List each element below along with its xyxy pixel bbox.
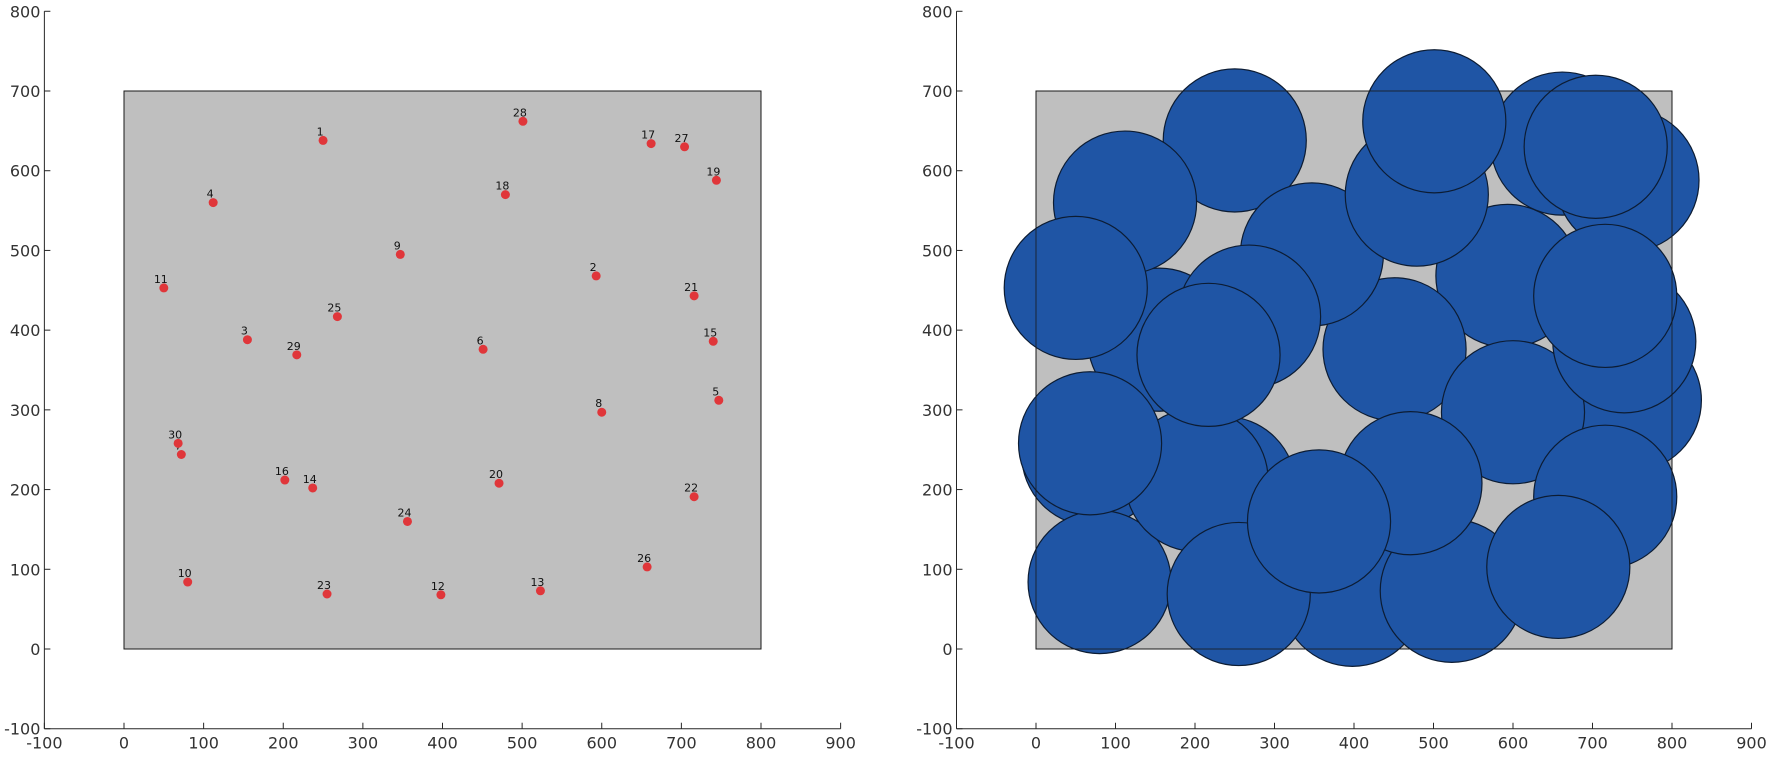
- coverage-disc: [1534, 224, 1677, 367]
- y-tick-label: 800: [922, 2, 953, 21]
- point-label: 5: [712, 385, 719, 398]
- y-tick-label: 700: [922, 82, 953, 101]
- point-label: 15: [703, 326, 717, 339]
- x-tick-label: 400: [427, 734, 458, 753]
- coverage-disc: [1137, 283, 1280, 426]
- x-tick-label: 700: [666, 734, 697, 753]
- point-label: 20: [489, 468, 503, 481]
- point-label: 11: [154, 273, 168, 286]
- point-label: 29: [287, 340, 301, 353]
- y-tick-label: 400: [922, 321, 953, 340]
- point-label: 23: [317, 579, 331, 592]
- point-label: 28: [513, 106, 527, 119]
- point-label: 21: [684, 281, 698, 294]
- point-label: 12: [431, 580, 445, 593]
- coverage-disc: [1524, 75, 1667, 218]
- x-tick-label: 800: [1657, 734, 1688, 753]
- point-label: 9: [394, 239, 401, 252]
- point-label: 14: [303, 473, 317, 486]
- y-tick-label: 300: [922, 401, 953, 420]
- x-tick-label: 200: [268, 734, 299, 753]
- left-panel-point-layout: 1234567891011121314151617181920212223242…: [4, 2, 856, 752]
- y-tick-label: 700: [10, 82, 41, 101]
- y-tick-label: 0: [942, 640, 952, 659]
- x-tick-label: 300: [1259, 734, 1290, 753]
- x-tick-label: 100: [188, 734, 219, 753]
- point-label: 16: [275, 465, 289, 478]
- y-tick-label: 800: [10, 2, 41, 21]
- y-tick-label: 200: [10, 481, 41, 500]
- point-label: 24: [397, 506, 411, 519]
- point-label: 30: [168, 428, 182, 441]
- x-tick-label: 900: [825, 734, 856, 753]
- point-label: 4: [207, 188, 214, 201]
- point-label: 2: [590, 261, 597, 274]
- point-label: 18: [495, 180, 509, 193]
- x-tick-label: 0: [1031, 734, 1041, 753]
- point-label: 3: [241, 325, 248, 338]
- point-label: 13: [530, 576, 544, 589]
- coverage-disc: [1363, 50, 1506, 193]
- y-tick-label: 500: [922, 241, 953, 260]
- x-tick-label: 500: [1418, 734, 1449, 753]
- y-tick-label: -100: [916, 720, 952, 739]
- y-tick-label: 200: [922, 481, 953, 500]
- coverage-disc: [1004, 216, 1147, 359]
- y-tick-label: 400: [10, 321, 41, 340]
- y-tick-label: 600: [922, 162, 953, 181]
- y-tick-label: 500: [10, 241, 41, 260]
- coverage-disc: [1019, 372, 1162, 515]
- coverage-disc: [1487, 495, 1630, 638]
- point-label: 10: [178, 567, 192, 580]
- point-label: 27: [675, 132, 689, 145]
- point-label: 22: [684, 482, 698, 495]
- point-label: 17: [641, 129, 655, 142]
- y-tick-label: 100: [10, 560, 41, 579]
- x-tick-label: 200: [1180, 734, 1211, 753]
- coverage-disc: [1247, 450, 1390, 593]
- x-tick-label: 600: [586, 734, 617, 753]
- x-tick-label: 300: [348, 734, 379, 753]
- x-tick-label: 500: [507, 734, 538, 753]
- y-tick-label: 600: [10, 162, 41, 181]
- x-tick-label: 100: [1100, 734, 1131, 753]
- x-tick-label: 900: [1736, 734, 1767, 753]
- point-label: 1: [317, 125, 324, 138]
- y-tick-label: 100: [922, 560, 953, 579]
- point-label: 19: [706, 165, 720, 178]
- x-tick-label: 400: [1339, 734, 1370, 753]
- right-panel-disc-coverage: -100 0 100 200 300 400 500 600 700 800 900 -100 0 100…: [916, 2, 1767, 752]
- y-tick-label: 0: [30, 640, 40, 659]
- y-tick-label: 300: [10, 401, 41, 420]
- point-label: 8: [595, 397, 602, 410]
- domain-rectangle: [124, 91, 761, 649]
- point-label: 25: [327, 302, 341, 315]
- x-tick-label: 600: [1498, 734, 1529, 753]
- y-tick-label: -100: [4, 720, 40, 739]
- point-label: 6: [477, 334, 484, 347]
- x-tick-label: 0: [119, 734, 129, 753]
- x-tick-label: 800: [746, 734, 777, 753]
- x-tick-label: 700: [1577, 734, 1608, 753]
- point-label: 26: [637, 552, 651, 565]
